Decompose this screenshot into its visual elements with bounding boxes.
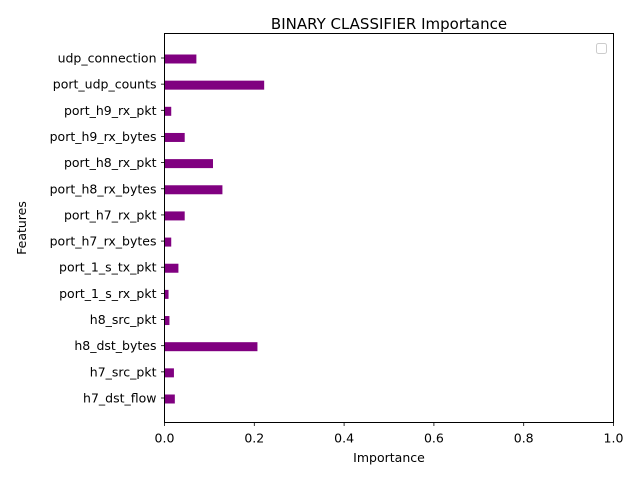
y-axis-ticks: h7_dst_flow h7_src_pkt h8_dst_bytes h8_src_… [50,51,165,406]
y-axis-label: Features [14,201,29,255]
y-tick-label: h8_dst_bytes [74,338,156,353]
y-tick-label: udp_connection [58,51,157,66]
bar [164,342,258,352]
y-tick-label: port_1_s_tx_pkt [59,260,157,275]
y-tick-label: port_h8_rx_pkt [64,155,157,170]
bar [164,159,213,169]
bar [164,263,179,273]
y-tick-label: port_h9_rx_pkt [64,103,157,118]
bar [164,368,174,378]
bar [164,80,265,90]
chart-title: BINARY CLASSIFIER Importance [271,15,507,33]
legend-box [596,43,607,54]
bar [164,132,185,142]
bar [164,211,185,221]
bar [164,289,169,299]
y-tick-label: port_h7_rx_bytes [50,234,157,249]
y-tick-label: port_h7_rx_pkt [64,207,157,222]
x-tick-label: 0.2 [244,431,264,446]
bar [164,316,170,326]
plot-frame [164,33,614,423]
bar [164,106,172,116]
bars-group [164,54,265,404]
y-tick-label: port_h9_rx_bytes [50,129,157,144]
y-tick-label: h7_src_pkt [90,364,157,379]
x-axis-label: Importance [353,450,425,465]
y-tick-label: h8_src_pkt [90,312,157,327]
y-tick-label: port_udp_counts [53,77,157,92]
bar [164,237,172,247]
x-tick-label: 0.4 [334,431,354,446]
x-axis-ticks: 0.0 0.2 0.4 0.6 0.8 1.0 [155,422,624,446]
x-tick-label: 0.0 [155,431,175,446]
x-tick-label: 0.8 [514,431,534,446]
y-tick-label: port_h8_rx_bytes [50,181,157,196]
x-tick-label: 0.6 [424,431,444,446]
y-tick-label: h7_dst_flow [83,391,156,406]
bar [164,54,197,64]
y-tick-label: port_1_s_rx_pkt [59,286,156,301]
bar [164,394,175,404]
bar [164,185,223,195]
x-tick-label: 1.0 [604,431,624,446]
